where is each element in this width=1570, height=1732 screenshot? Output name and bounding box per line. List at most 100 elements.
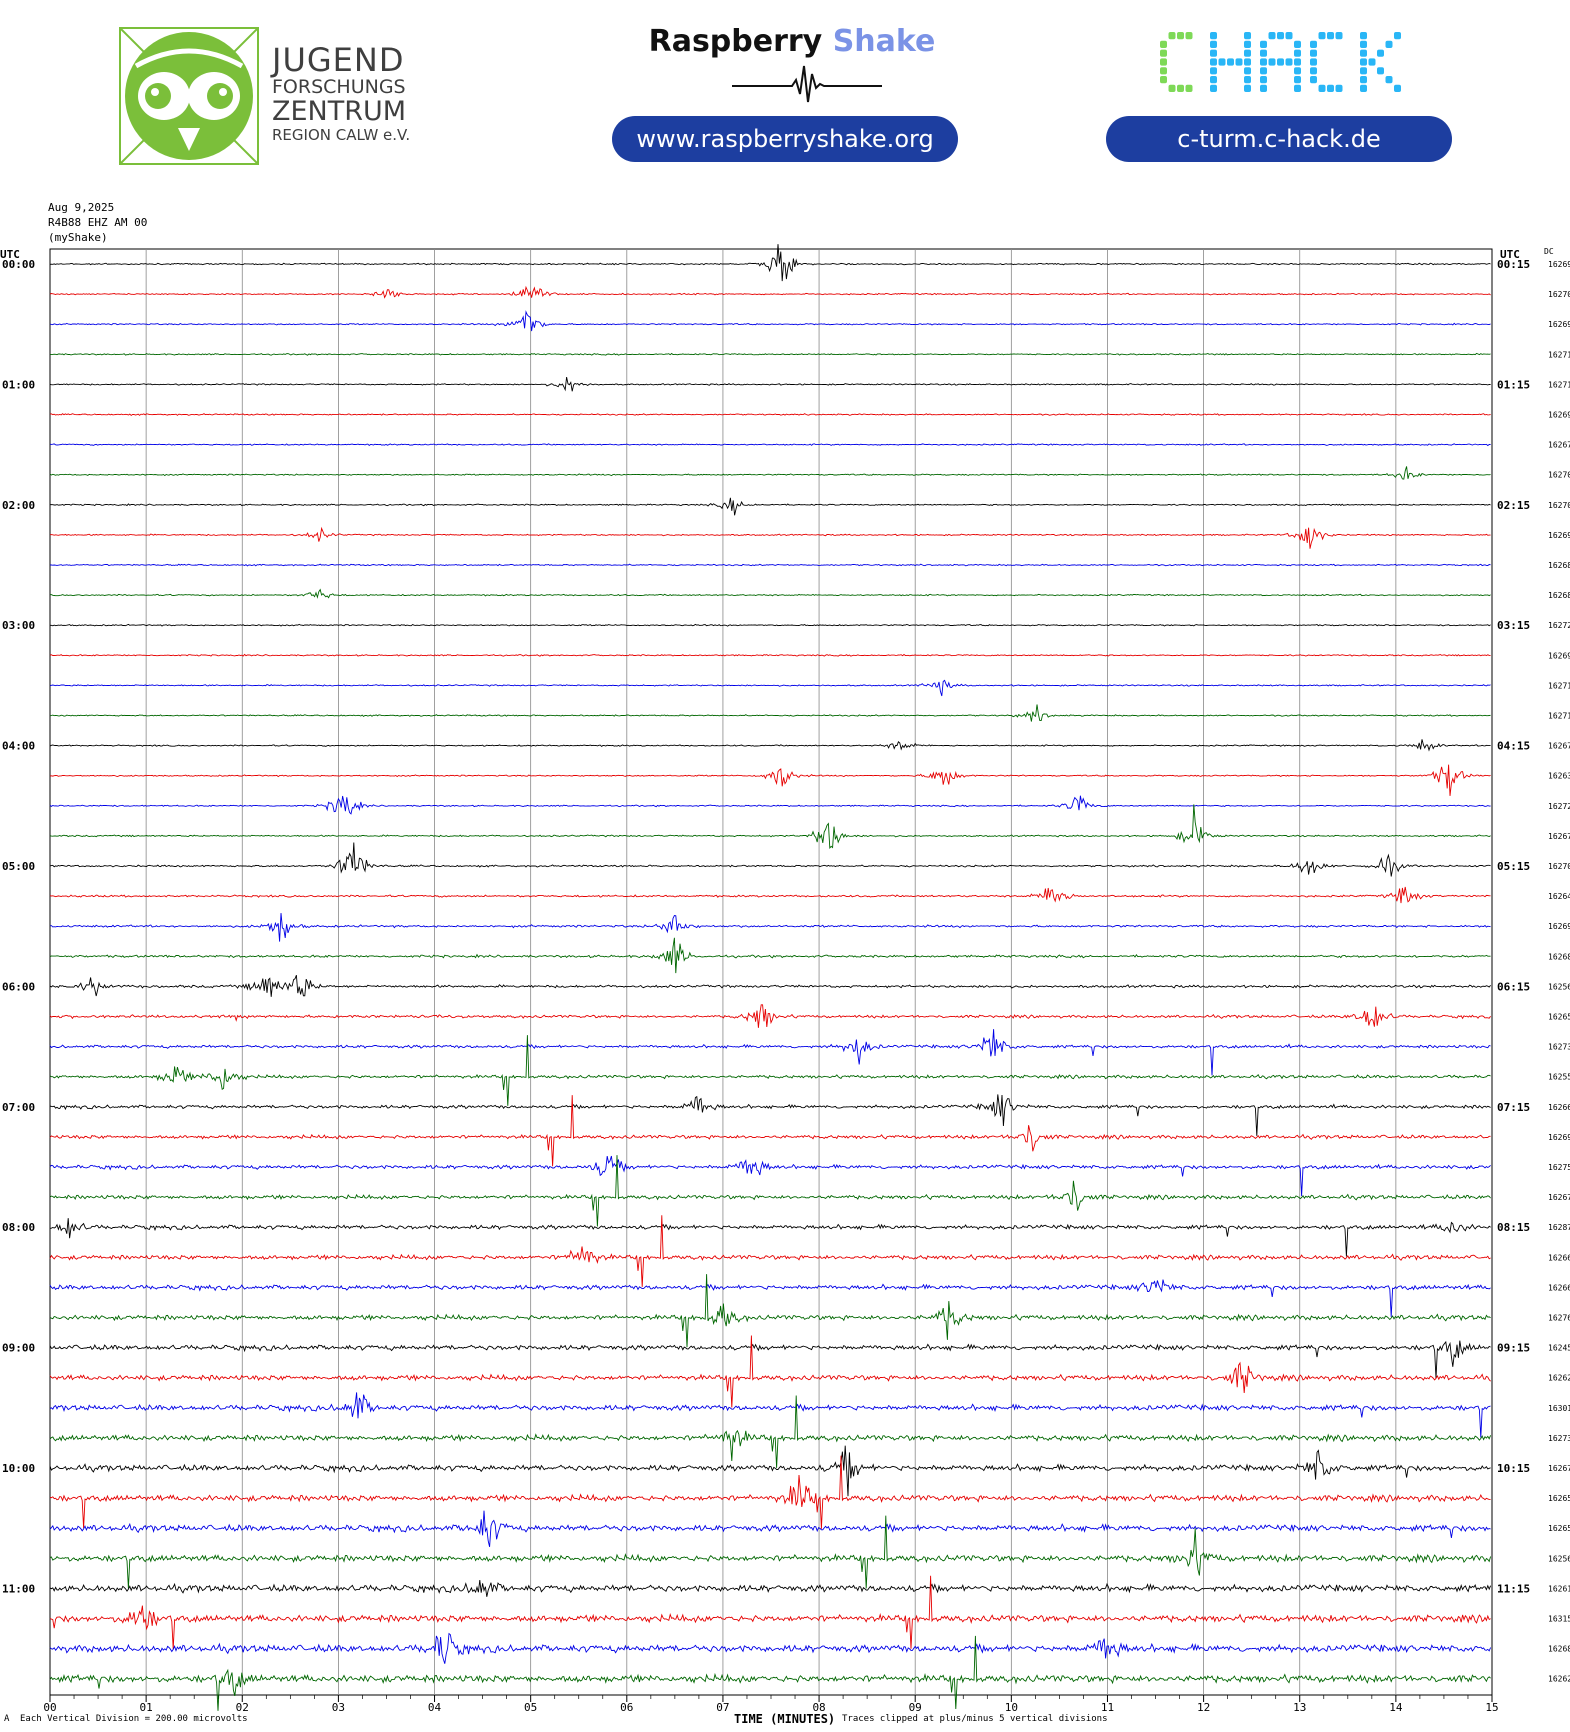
- trace-line: [49, 1274, 1491, 1348]
- dc-value: 16276: [1548, 1314, 1570, 1323]
- dc-value: 16269: [1548, 1133, 1570, 1142]
- chack-dot: [1244, 67, 1251, 75]
- chack-dot: [1210, 49, 1217, 57]
- trace-line: [49, 1335, 1491, 1408]
- trace-line: [49, 704, 1491, 722]
- hour-label-left: 10:00: [2, 1462, 35, 1475]
- dc-value: 16275: [1548, 1163, 1570, 1172]
- chack-dot: [1360, 49, 1367, 57]
- dc-value: 16255: [1548, 1073, 1570, 1082]
- chack-dot: [1218, 58, 1226, 66]
- hour-label-right: 04:15: [1497, 740, 1530, 753]
- chack-dot: [1268, 32, 1276, 40]
- hour-label-left: 02:00: [2, 499, 35, 512]
- chack-dot: [1177, 32, 1184, 40]
- trace-line: [49, 1455, 1491, 1529]
- chack-dot: [1294, 40, 1301, 48]
- trace-line: [49, 764, 1491, 796]
- dc-value: 16270: [1548, 290, 1570, 299]
- trace-line: [49, 563, 1491, 567]
- dc-value: 16266: [1548, 1103, 1570, 1112]
- raspberry-shake-wordmark: Raspberry Shake: [612, 24, 972, 60]
- chack-dot: [1160, 40, 1167, 48]
- chack-dot: [1227, 58, 1234, 66]
- trace-line: [49, 1215, 1491, 1287]
- dc-value: 16269: [1548, 320, 1570, 329]
- dc-value: 16269: [1548, 922, 1570, 931]
- dc-value: 16287: [1548, 1223, 1570, 1232]
- chack-dot: [1260, 67, 1267, 75]
- chack-dot: [1327, 32, 1334, 40]
- chack-dot: [1268, 58, 1276, 66]
- chack-dot: [1285, 58, 1293, 66]
- chack-dot: [1394, 84, 1401, 92]
- chack-dot: [1294, 67, 1301, 75]
- dc-value: 16262: [1548, 1374, 1570, 1383]
- trace-line: [49, 1029, 1491, 1076]
- dc-value: 16268: [1548, 591, 1570, 600]
- dc-value: 16269: [1548, 531, 1570, 540]
- trace-line: [50, 352, 1491, 356]
- jfz-line4: REGION CALW e.V.: [272, 126, 411, 144]
- x-tick-label: 15: [1485, 1701, 1498, 1714]
- hour-label-right: 07:15: [1497, 1101, 1530, 1114]
- hour-label-right: 02:15: [1497, 499, 1530, 512]
- chack-dot: [1168, 84, 1176, 92]
- dc-value: 16261: [1548, 1584, 1570, 1593]
- chack-dot: [1310, 67, 1317, 75]
- trace-line: [49, 1510, 1491, 1548]
- dc-value: 16268: [1548, 561, 1570, 570]
- x-tick-label: 00: [43, 1701, 56, 1714]
- chack-dot: [1260, 49, 1267, 57]
- dc-value: 16271: [1548, 350, 1570, 359]
- dc-value: 16267: [1548, 1464, 1570, 1473]
- trace-line: [49, 1392, 1491, 1438]
- trace-line: [49, 913, 1491, 942]
- x-tick-label: 12: [1197, 1701, 1210, 1714]
- trace-line: [49, 1575, 1491, 1650]
- chack-dot: [1310, 40, 1317, 48]
- trace-line: [49, 413, 1491, 416]
- dc-value: 16271: [1548, 712, 1570, 721]
- dc-value: 16245: [1548, 1344, 1570, 1353]
- chack-dot: [1294, 84, 1301, 92]
- dc-value: 16264: [1548, 892, 1570, 901]
- dc-value: 16266: [1548, 1283, 1570, 1292]
- dc-value: 16270: [1548, 862, 1570, 871]
- jfz-logo: JUGEND FORSCHUNGS ZENTRUM REGION CALW e.…: [118, 26, 438, 166]
- raspberryshake-url-link[interactable]: www.raspberryshake.org: [612, 116, 958, 162]
- x-tick-label: 09: [909, 1701, 922, 1714]
- chack-dot: [1210, 76, 1217, 84]
- chack-dot: [1277, 58, 1284, 66]
- trace-line: [49, 1635, 1491, 1711]
- seismic-traces: [49, 244, 1492, 1711]
- hour-label-right: 00:15: [1497, 258, 1530, 271]
- station-id: R4B88 EHZ AM 00: [48, 216, 148, 229]
- chack-dot: [1210, 40, 1217, 48]
- seismic-wave-icon: [732, 65, 882, 103]
- dc-value: 16267: [1548, 441, 1570, 450]
- trace-line: [49, 285, 1491, 299]
- raspberry-word: Raspberry: [648, 24, 823, 59]
- dc-value: 16272: [1548, 621, 1570, 630]
- trace-line: [49, 1395, 1492, 1468]
- dc-value: 16271: [1548, 681, 1570, 690]
- chack-dot: [1360, 32, 1367, 40]
- trace-line: [49, 466, 1491, 480]
- dc-value: 16256: [1548, 982, 1570, 991]
- chack-dot: [1318, 84, 1326, 92]
- x-tick-label: 08: [812, 1701, 825, 1714]
- hour-label-left: 08:00: [2, 1221, 35, 1234]
- chack-dot: [1360, 67, 1367, 75]
- chack-dot: [1260, 76, 1267, 84]
- chack-dot: [1260, 58, 1267, 66]
- chack-dot: [1244, 58, 1251, 66]
- trace-line: [49, 886, 1491, 904]
- chack-url-link[interactable]: c-turm.c-hack.de: [1106, 116, 1452, 162]
- dc-value: 16265: [1548, 1494, 1570, 1503]
- chack-dot: [1277, 32, 1284, 40]
- chack-dot: [1177, 84, 1184, 92]
- dc-value: 16273: [1548, 1043, 1570, 1052]
- x-tick-label: 13: [1293, 1701, 1306, 1714]
- dc-value: 16267: [1548, 1193, 1570, 1202]
